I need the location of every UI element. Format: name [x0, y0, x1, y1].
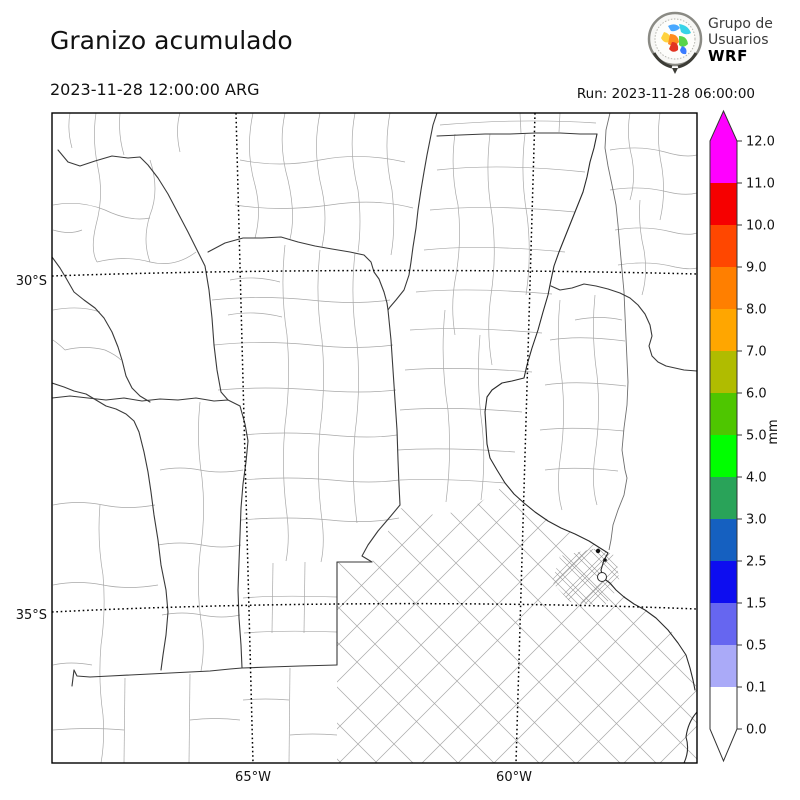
colorbar-tick-label: 10.0: [746, 219, 775, 234]
logo-weather-blobs: [661, 24, 691, 55]
colorbar-arrow-under: [710, 729, 737, 761]
colorbar-segment: [710, 561, 737, 603]
province-borders: [52, 113, 697, 687]
colorbar-tick-label: 0.0: [746, 723, 767, 738]
graticule-lines: [52, 113, 697, 763]
colorbar-segment: [710, 225, 737, 267]
colorbar-segment: [710, 603, 737, 645]
colorbar-tick-label: 4.0: [746, 471, 767, 486]
map-frame: [51, 112, 698, 764]
lat-tick-35s: 35°S: [16, 608, 47, 623]
logo-line-3: WRF: [708, 47, 748, 65]
colorbar-segment: [710, 393, 737, 435]
colorbar-tick-label: 1.5: [746, 597, 767, 612]
colorbar-tick-label: 2.5: [746, 555, 767, 570]
wrf-users-group-logo: Grupo de Usuarios WRF: [646, 8, 800, 78]
colorbar-segment: [710, 477, 737, 519]
lon-tick-60w: 60°W: [496, 770, 532, 785]
colorbar-tick-label: 7.0: [746, 345, 767, 360]
gridline-60w: [515, 113, 536, 763]
gridline-35s: [52, 602, 697, 613]
colorbar-tick-label: 0.1: [746, 681, 767, 696]
colorbar-segment: [710, 435, 737, 477]
department-boundaries: [52, 113, 697, 763]
colorbar-segment: [710, 267, 737, 309]
logo-line-2: Usuarios: [708, 32, 769, 48]
colorbar-segment: [710, 351, 737, 393]
colorbar-segment: [710, 141, 737, 183]
colorbar-segment: [710, 645, 737, 687]
colorbar-segment: [710, 309, 737, 351]
colorbar-tick-label: 8.0: [746, 303, 767, 318]
colorbar-tick-label: 11.0: [746, 177, 775, 192]
lat-tick-30s: 30°S: [16, 274, 47, 289]
colorbar-tick-label: 5.0: [746, 429, 767, 444]
lon-tick-65w: 65°W: [235, 770, 271, 785]
model-run-label: Run: 2023-11-28 06:00:00: [576, 86, 755, 102]
gridline-65w: [235, 113, 254, 763]
colorbar-segment: [710, 519, 737, 561]
buenos-aires-partido-mesh: [337, 485, 697, 763]
colorbar-arrow-over: [710, 111, 737, 141]
logo-text: Grupo de Usuarios WRF: [708, 16, 773, 64]
colorbar-segment: [710, 183, 737, 225]
city-marks: [595, 548, 607, 582]
colorbar-unit-label: mm: [766, 419, 781, 444]
metro-area-dense-mesh: [552, 548, 620, 606]
logo-emblem-icon: [647, 11, 703, 74]
colorbar: 0.0 0.1 0.5 1.5 2.5 3.0 4.0 5.0 6.0 7.0 8.0 9.0 10.0…: [709, 109, 775, 763]
colorbar-tick-label: 12.0: [746, 135, 775, 150]
colorbar-segment: [710, 687, 737, 729]
logo-line-1: Grupo de: [708, 16, 773, 32]
uruguay-river-line: [604, 113, 629, 551]
colorbar-tick-label: 6.0: [746, 387, 767, 402]
valid-datetime-label: 2023-11-28 12:00:00 ARG: [50, 80, 260, 99]
page-title: Granizo acumulado: [50, 26, 293, 55]
colorbar-tick-label: 3.0: [746, 513, 767, 528]
colorbar-tick-label: 0.5: [746, 639, 767, 654]
colorbar-tick-label: 9.0: [746, 261, 767, 276]
parana-river-and-coastline: [484, 133, 697, 763]
